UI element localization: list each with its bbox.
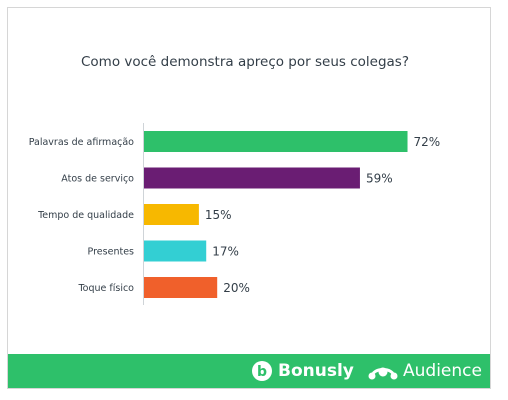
chart-title: Como você demonstra apreço por seus cole…: [81, 54, 409, 70]
bonusly-logo-icon: b: [251, 360, 273, 382]
bars-layer: Palavras de afirmação 72% Atos de serviço 5…: [29, 131, 440, 298]
bar: [144, 167, 360, 189]
value-label: 59%: [366, 172, 393, 186]
category-label: Atos de serviço: [61, 174, 134, 185]
bar: [144, 131, 408, 152]
bonusly-brand-name: Bonusly: [278, 361, 354, 381]
category-label: Tempo de qualidade: [37, 210, 134, 221]
audience-brand-name: Audience: [403, 361, 482, 381]
audience-brand: Audience: [368, 354, 482, 388]
bar: [144, 204, 199, 225]
bar: [144, 277, 218, 298]
value-label: 17%: [212, 245, 239, 259]
value-label: 15%: [205, 208, 232, 222]
chart-card: [7, 7, 491, 389]
svg-text:b: b: [257, 364, 267, 380]
value-label: 72%: [414, 135, 441, 149]
bar-chart: Palavras de afirmação 72% Atos de serviço 5…: [29, 123, 440, 305]
category-label: Toque físico: [77, 283, 134, 294]
surveymonkey-logo-icon: [368, 361, 398, 381]
bonusly-brand: b Bonusly: [251, 354, 354, 388]
category-label: Palavras de afirmação: [29, 137, 134, 148]
bar: [144, 240, 207, 262]
value-label: 20%: [223, 281, 250, 295]
category-label: Presentes: [88, 247, 134, 258]
footer-bar: b Bonusly Audience: [8, 354, 490, 388]
